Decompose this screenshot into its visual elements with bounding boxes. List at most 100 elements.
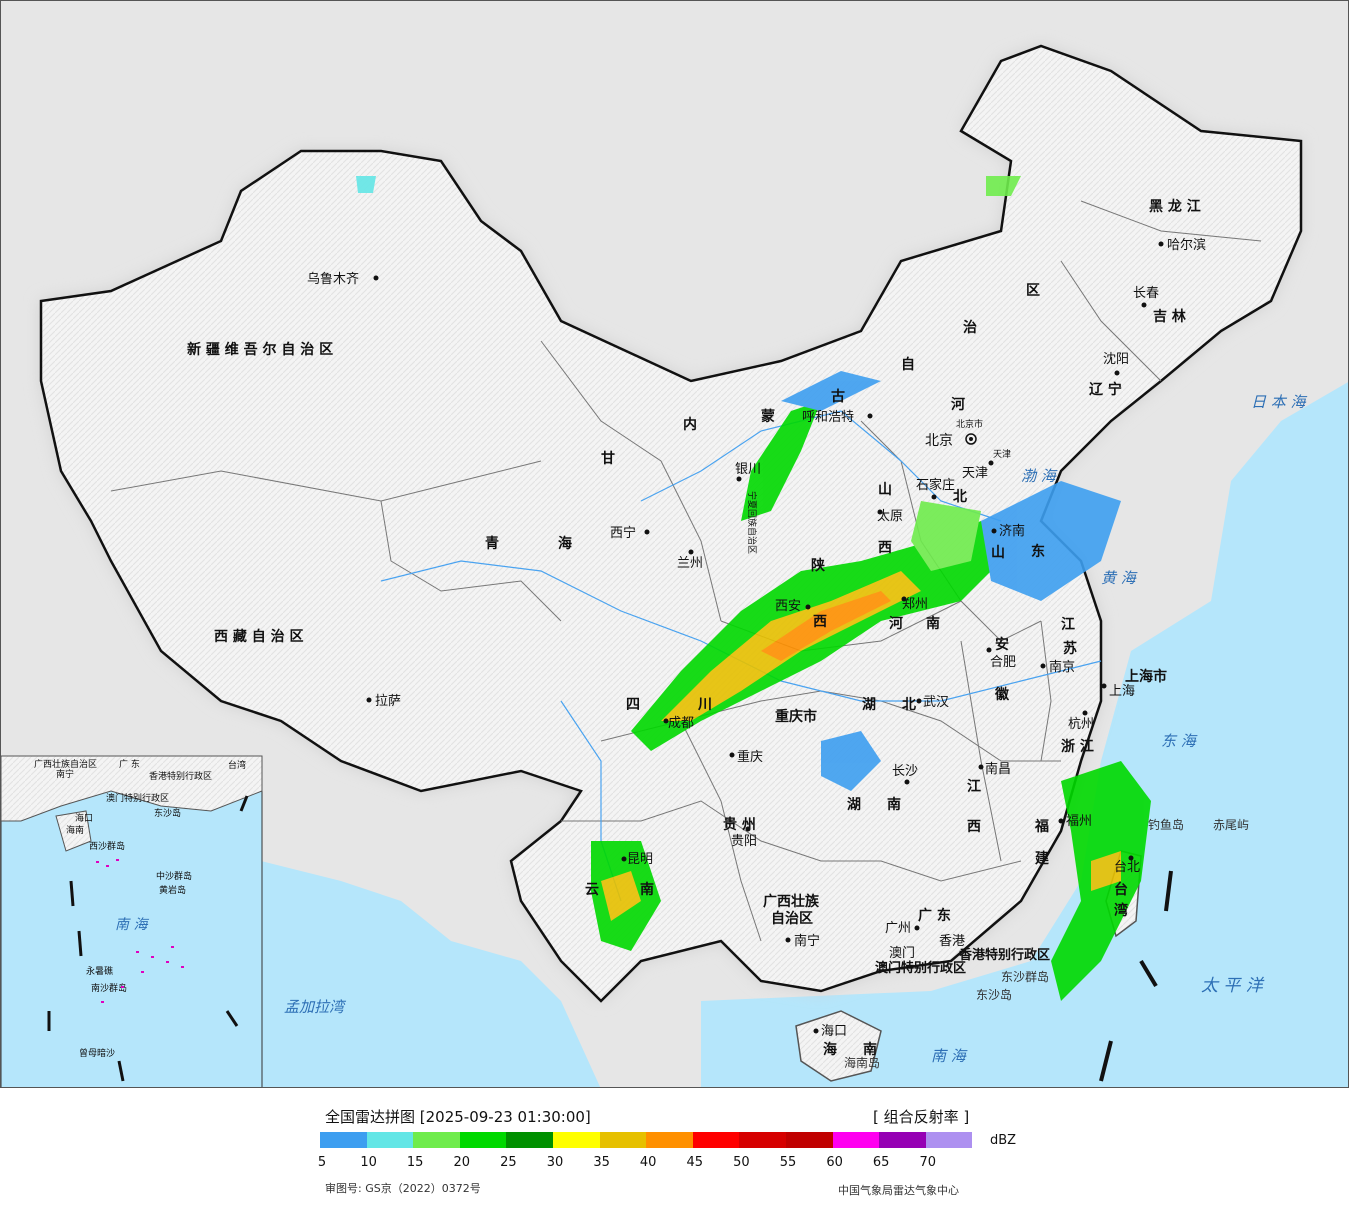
product-label: [ 组合反射率 ] bbox=[873, 1108, 970, 1126]
tianjin-marker bbox=[988, 460, 994, 466]
label-heilongjiang: 黑 龙 江 bbox=[1149, 198, 1201, 215]
label-taiwan-1: 台 bbox=[1114, 881, 1128, 898]
city-nanjing: 南京 bbox=[1049, 659, 1075, 675]
label-anhui-2: 徽 bbox=[994, 686, 1010, 703]
changsha-marker bbox=[904, 779, 910, 785]
label-qinghai-1: 青 bbox=[485, 535, 499, 552]
label-jiangxi-2: 西 bbox=[967, 819, 981, 835]
color-swatch bbox=[413, 1132, 460, 1148]
label-sichuan-1: 四 bbox=[626, 697, 640, 713]
city-hangzhou: 杭州 bbox=[1068, 717, 1094, 732]
fuzhou-marker bbox=[1058, 818, 1064, 824]
jinan-marker bbox=[991, 528, 997, 534]
yinchuan-marker bbox=[736, 476, 742, 482]
label-shanxi-1: 山 bbox=[878, 482, 892, 498]
label-hebei-1: 河 bbox=[951, 396, 965, 413]
color-swatch bbox=[599, 1132, 647, 1148]
label-chongqing: 重庆市 bbox=[775, 708, 817, 725]
color-scale-tick: 60 bbox=[826, 1155, 843, 1170]
color-swatch bbox=[832, 1132, 880, 1148]
city-macau: 澳门 bbox=[889, 945, 915, 961]
label-hk: 香港特别行政区 bbox=[958, 947, 1050, 963]
inset-yongshu: 永暑礁 bbox=[86, 965, 113, 977]
inset-zengmu: 曾母暗沙 bbox=[79, 1047, 115, 1059]
sea-mengjiala: 孟加拉湾 bbox=[284, 998, 347, 1016]
color-swatch bbox=[925, 1132, 973, 1148]
label-anhui-1: 安 bbox=[995, 636, 1009, 653]
city-fuzhou: 福州 bbox=[1066, 814, 1092, 829]
chengdu-marker bbox=[663, 718, 669, 724]
bay-of-bengal bbox=[261, 861, 601, 1087]
label-shandong-1: 山 bbox=[991, 545, 1005, 561]
label-neimenggu-6: 区 bbox=[1026, 283, 1040, 299]
inset-macau: 澳门特别行政区 bbox=[106, 792, 169, 804]
approval-number: 审图号: GS京（2022）0372号 bbox=[325, 1182, 481, 1195]
city-markers bbox=[366, 241, 1164, 1034]
taiyuan-marker bbox=[877, 509, 883, 515]
label-shaanxi-1: 陕 bbox=[811, 557, 825, 574]
kunming-marker bbox=[621, 856, 627, 862]
color-swatch bbox=[320, 1132, 367, 1148]
city-chongqing: 重庆 bbox=[737, 749, 763, 765]
city-nanning: 南宁 bbox=[794, 933, 820, 949]
city-kunming: 昆明 bbox=[627, 852, 653, 867]
label-guizhou: 贵 州 bbox=[723, 816, 756, 833]
nanchang-marker bbox=[978, 764, 984, 770]
echo-fujian-core bbox=[1091, 851, 1121, 891]
label-henan-2: 南 bbox=[926, 615, 940, 632]
label-shanghai: 上海市 bbox=[1125, 668, 1167, 685]
city-xian: 西安 bbox=[775, 599, 801, 614]
inset-guangdong: 广 东 bbox=[119, 758, 140, 770]
echo-north bbox=[741, 401, 821, 521]
inset-zhongsha: 中沙群岛 bbox=[156, 870, 192, 882]
label-hainan-1: 海 bbox=[823, 1041, 837, 1058]
label-zhejiang: 浙 江 bbox=[1061, 738, 1094, 755]
city-beijing-shi: 北京市 bbox=[956, 418, 983, 430]
inset-guangxi: 广西壮族自治区 bbox=[34, 758, 97, 770]
sea-labels: 渤 海 黄 海 东 海 南 海 太 平 洋 日 本 海 孟加拉湾 bbox=[284, 393, 1308, 1065]
island-hainan-dao: 海南岛 bbox=[844, 1055, 880, 1070]
echo-shandong bbox=[981, 481, 1121, 601]
echo-shandong-green bbox=[911, 501, 981, 571]
inset-south-china-sea: 广 东 台湾 广西壮族自治区 南宁 香港特别行政区 澳门特别行政区 海口 海南 … bbox=[1, 755, 263, 1087]
xian-marker bbox=[805, 604, 811, 610]
label-jilin: 吉 林 bbox=[1153, 308, 1186, 325]
city-changsha: 长沙 bbox=[892, 764, 918, 779]
color-swatch bbox=[366, 1132, 414, 1148]
city-taiyuan: 太原 bbox=[877, 509, 903, 524]
city-guangzhou: 广州 bbox=[885, 921, 911, 936]
echo-band-peak bbox=[761, 591, 891, 661]
label-yunnan-1: 云 bbox=[585, 882, 599, 898]
label-jiangsu-2: 苏 bbox=[1063, 640, 1077, 657]
label-gansu: 甘 bbox=[601, 450, 615, 467]
label-neimenggu-4: 自 bbox=[901, 356, 915, 373]
label-hubei-1: 湖 bbox=[862, 697, 876, 713]
city-hohhot: 呼和浩特 bbox=[802, 410, 854, 425]
label-qinghai-2: 海 bbox=[558, 535, 572, 552]
sea-bohai: 渤 海 bbox=[1021, 467, 1058, 485]
shanghai-marker bbox=[1101, 683, 1107, 689]
color-swatch bbox=[459, 1132, 507, 1148]
sea-riben: 日 本 海 bbox=[1251, 393, 1308, 411]
label-shaanxi-2: 西 bbox=[813, 614, 827, 630]
label-fujian-2: 建 bbox=[1035, 850, 1049, 867]
city-urumqi: 乌鲁木齐 bbox=[307, 271, 359, 287]
urumqi-marker bbox=[373, 275, 379, 281]
city-xining: 西宁 bbox=[610, 525, 636, 541]
city-hongkong: 香港 bbox=[939, 934, 965, 949]
inset-huangyan: 黄岩岛 bbox=[159, 884, 186, 896]
color-scale-tick: 50 bbox=[733, 1155, 750, 1170]
hainan-island bbox=[795, 1010, 882, 1082]
legend-panel bbox=[0, 1088, 1349, 1208]
chongqing-marker bbox=[729, 752, 735, 758]
city-tianjin-shi: 天津 bbox=[993, 449, 1011, 460]
city-tianjin: 天津 bbox=[962, 466, 988, 481]
city-beijing: 北京 bbox=[925, 433, 953, 449]
label-hebei-2: 北 bbox=[953, 489, 967, 505]
city-nanchang: 南昌 bbox=[985, 761, 1011, 777]
inset-xisha: 西沙群岛 bbox=[89, 840, 125, 852]
city-shanghai: 上海 bbox=[1109, 684, 1135, 699]
echo-north-2 bbox=[781, 371, 881, 411]
city-chengdu: 成都 bbox=[668, 716, 694, 731]
label-hubei-2: 北 bbox=[902, 697, 916, 713]
